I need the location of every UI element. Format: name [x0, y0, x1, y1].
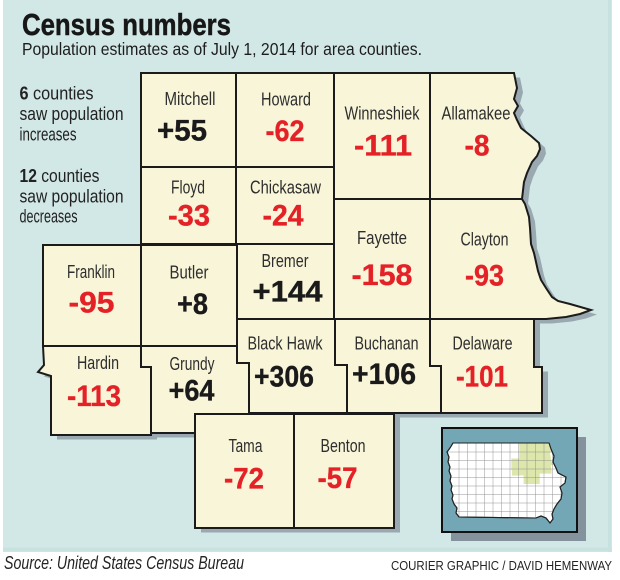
svg-text:Howard: Howard — [261, 89, 311, 110]
svg-text:increases: increases — [20, 124, 77, 144]
svg-text:+64: +64 — [169, 375, 215, 408]
svg-text:Fayette: Fayette — [357, 227, 407, 248]
svg-text:Allamakee: Allamakee — [442, 103, 511, 124]
svg-text:Black Hawk: Black Hawk — [248, 333, 324, 354]
svg-text:-8: -8 — [465, 130, 490, 163]
svg-text:Butler: Butler — [170, 262, 209, 283]
svg-text:Bremer: Bremer — [262, 250, 309, 271]
svg-text:-62: -62 — [266, 115, 305, 148]
svg-text:Benton: Benton — [321, 435, 366, 456]
svg-text:-101: -101 — [456, 360, 508, 393]
svg-text:+306: +306 — [254, 360, 314, 393]
svg-text:Grundy: Grundy — [170, 353, 216, 374]
svg-text:-158: -158 — [352, 259, 413, 292]
svg-text:Buchanan: Buchanan — [355, 333, 419, 354]
svg-text:Mitchell: Mitchell — [165, 88, 216, 109]
svg-text:12 counties: 12 counties — [20, 166, 100, 186]
svg-text:saw population: saw population — [20, 186, 124, 206]
svg-text:-111: -111 — [354, 130, 412, 163]
svg-text:saw population: saw population — [20, 104, 124, 124]
svg-text:Source: United States Census B: Source: United States Census Bureau — [4, 553, 244, 573]
svg-text:Winneshiek: Winneshiek — [345, 103, 421, 124]
svg-text:-72: -72 — [224, 463, 264, 496]
svg-text:-57: -57 — [318, 462, 358, 495]
svg-text:COURIER GRAPHIC / DAVID HEMENW: COURIER GRAPHIC / DAVID HEMENWAY — [391, 558, 612, 573]
svg-text:Tama: Tama — [229, 435, 264, 456]
svg-text:6 counties: 6 counties — [20, 84, 94, 104]
svg-text:+8: +8 — [177, 288, 208, 321]
svg-text:-33: -33 — [168, 200, 210, 233]
svg-text:Clayton: Clayton — [461, 229, 509, 250]
svg-text:Delaware: Delaware — [453, 333, 513, 354]
svg-text:Population estimates as of Jul: Population estimates as of July 1, 2014 … — [22, 39, 422, 59]
svg-text:+106: +106 — [352, 358, 416, 391]
svg-text:Chickasaw: Chickasaw — [250, 177, 322, 198]
svg-text:-95: -95 — [69, 287, 115, 320]
svg-text:Hardin: Hardin — [77, 352, 119, 373]
svg-text:Census numbers: Census numbers — [22, 7, 231, 42]
svg-text:+55: +55 — [157, 115, 207, 148]
svg-text:+144: +144 — [253, 276, 323, 309]
svg-text:decreases: decreases — [20, 207, 78, 227]
svg-text:-24: -24 — [263, 200, 304, 233]
svg-text:Floyd: Floyd — [171, 177, 205, 198]
svg-text:-93: -93 — [465, 260, 504, 293]
svg-text:Franklin: Franklin — [67, 261, 115, 282]
svg-text:-113: -113 — [67, 380, 121, 413]
